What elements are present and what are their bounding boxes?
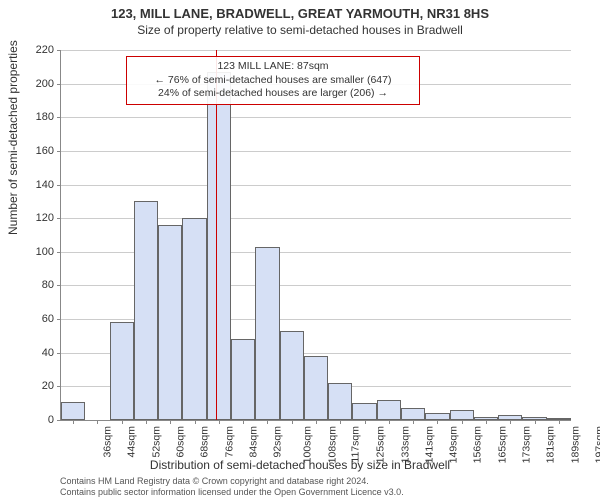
histogram-bar <box>110 322 134 420</box>
ytick-label: 40 <box>14 347 54 359</box>
chart-subtitle: Size of property relative to semi-detach… <box>0 21 600 37</box>
histogram-bar <box>474 417 498 420</box>
gridline <box>61 50 571 51</box>
ytick-label: 60 <box>14 313 54 325</box>
annotation-line: 24% of semi-detached houses are larger (… <box>133 87 413 101</box>
chart-container: 123, MILL LANE, BRADWELL, GREAT YARMOUTH… <box>0 0 600 500</box>
xtick-label: 68sqm <box>199 426 211 458</box>
histogram-bar <box>522 417 546 420</box>
x-axis-label: Distribution of semi-detached houses by … <box>0 458 600 472</box>
histogram-bar <box>231 339 255 420</box>
gridline <box>61 185 571 186</box>
histogram-bar <box>158 225 182 420</box>
footer-line-2: Contains public sector information licen… <box>60 487 404 498</box>
histogram-bar <box>255 247 279 420</box>
histogram-bar <box>377 400 401 420</box>
xtick-label: 36sqm <box>102 426 114 458</box>
histogram-bar <box>304 356 328 420</box>
xtick-label: 76sqm <box>223 426 235 458</box>
xtick-label: 60sqm <box>175 426 187 458</box>
histogram-bar <box>207 72 231 420</box>
ytick-label: 140 <box>14 179 54 191</box>
histogram-bar <box>547 418 571 420</box>
plot-area: 123 MILL LANE: 87sqm← 76% of semi-detach… <box>60 50 571 421</box>
ytick-label: 100 <box>14 246 54 258</box>
gridline <box>61 117 571 118</box>
xtick-label: 92sqm <box>272 426 284 458</box>
annotation-line: ← 76% of semi-detached houses are smalle… <box>133 74 413 88</box>
xtick-label: 44sqm <box>126 426 138 458</box>
ytick-label: 0 <box>14 414 54 426</box>
y-axis-label: Number of semi-detached properties <box>6 40 20 235</box>
xtick-label: 52sqm <box>150 426 162 458</box>
footer-line-1: Contains HM Land Registry data © Crown c… <box>60 476 404 487</box>
histogram-bar <box>352 403 376 420</box>
chart-title: 123, MILL LANE, BRADWELL, GREAT YARMOUTH… <box>0 0 600 21</box>
xtick-label: 84sqm <box>247 426 259 458</box>
reference-line <box>216 50 217 420</box>
histogram-bar <box>280 331 304 420</box>
ytick-label: 120 <box>14 212 54 224</box>
footer-attribution: Contains HM Land Registry data © Crown c… <box>60 476 404 498</box>
histogram-bar <box>450 410 474 420</box>
histogram-bar <box>328 383 352 420</box>
ytick-label: 160 <box>14 145 54 157</box>
annotation-box: 123 MILL LANE: 87sqm← 76% of semi-detach… <box>126 56 420 105</box>
histogram-bar <box>401 408 425 420</box>
histogram-bar <box>134 201 158 420</box>
gridline <box>61 151 571 152</box>
histogram-bar <box>498 415 522 420</box>
histogram-bar <box>182 218 206 420</box>
ytick-label: 180 <box>14 111 54 123</box>
ytick-label: 200 <box>14 78 54 90</box>
histogram-bar <box>61 402 85 421</box>
ytick-label: 20 <box>14 380 54 392</box>
ytick-label: 80 <box>14 279 54 291</box>
histogram-bar <box>425 413 449 420</box>
annotation-line: 123 MILL LANE: 87sqm <box>133 60 413 74</box>
ytick-label: 220 <box>14 44 54 56</box>
